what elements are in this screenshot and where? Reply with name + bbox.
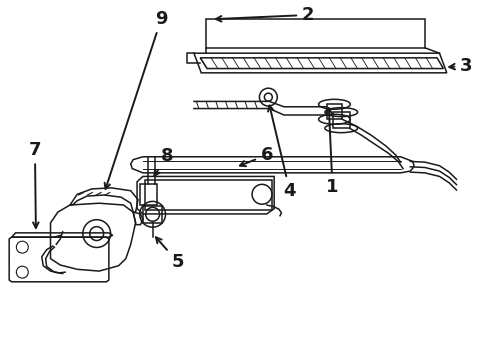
- Text: 1: 1: [326, 108, 339, 196]
- Text: 5: 5: [156, 237, 184, 271]
- Text: 9: 9: [105, 9, 168, 189]
- Text: 3: 3: [449, 57, 472, 75]
- Text: 7: 7: [29, 141, 41, 228]
- Text: 2: 2: [216, 6, 315, 24]
- Text: 6: 6: [240, 146, 273, 166]
- Text: 4: 4: [268, 105, 296, 200]
- Text: 8: 8: [154, 147, 173, 176]
